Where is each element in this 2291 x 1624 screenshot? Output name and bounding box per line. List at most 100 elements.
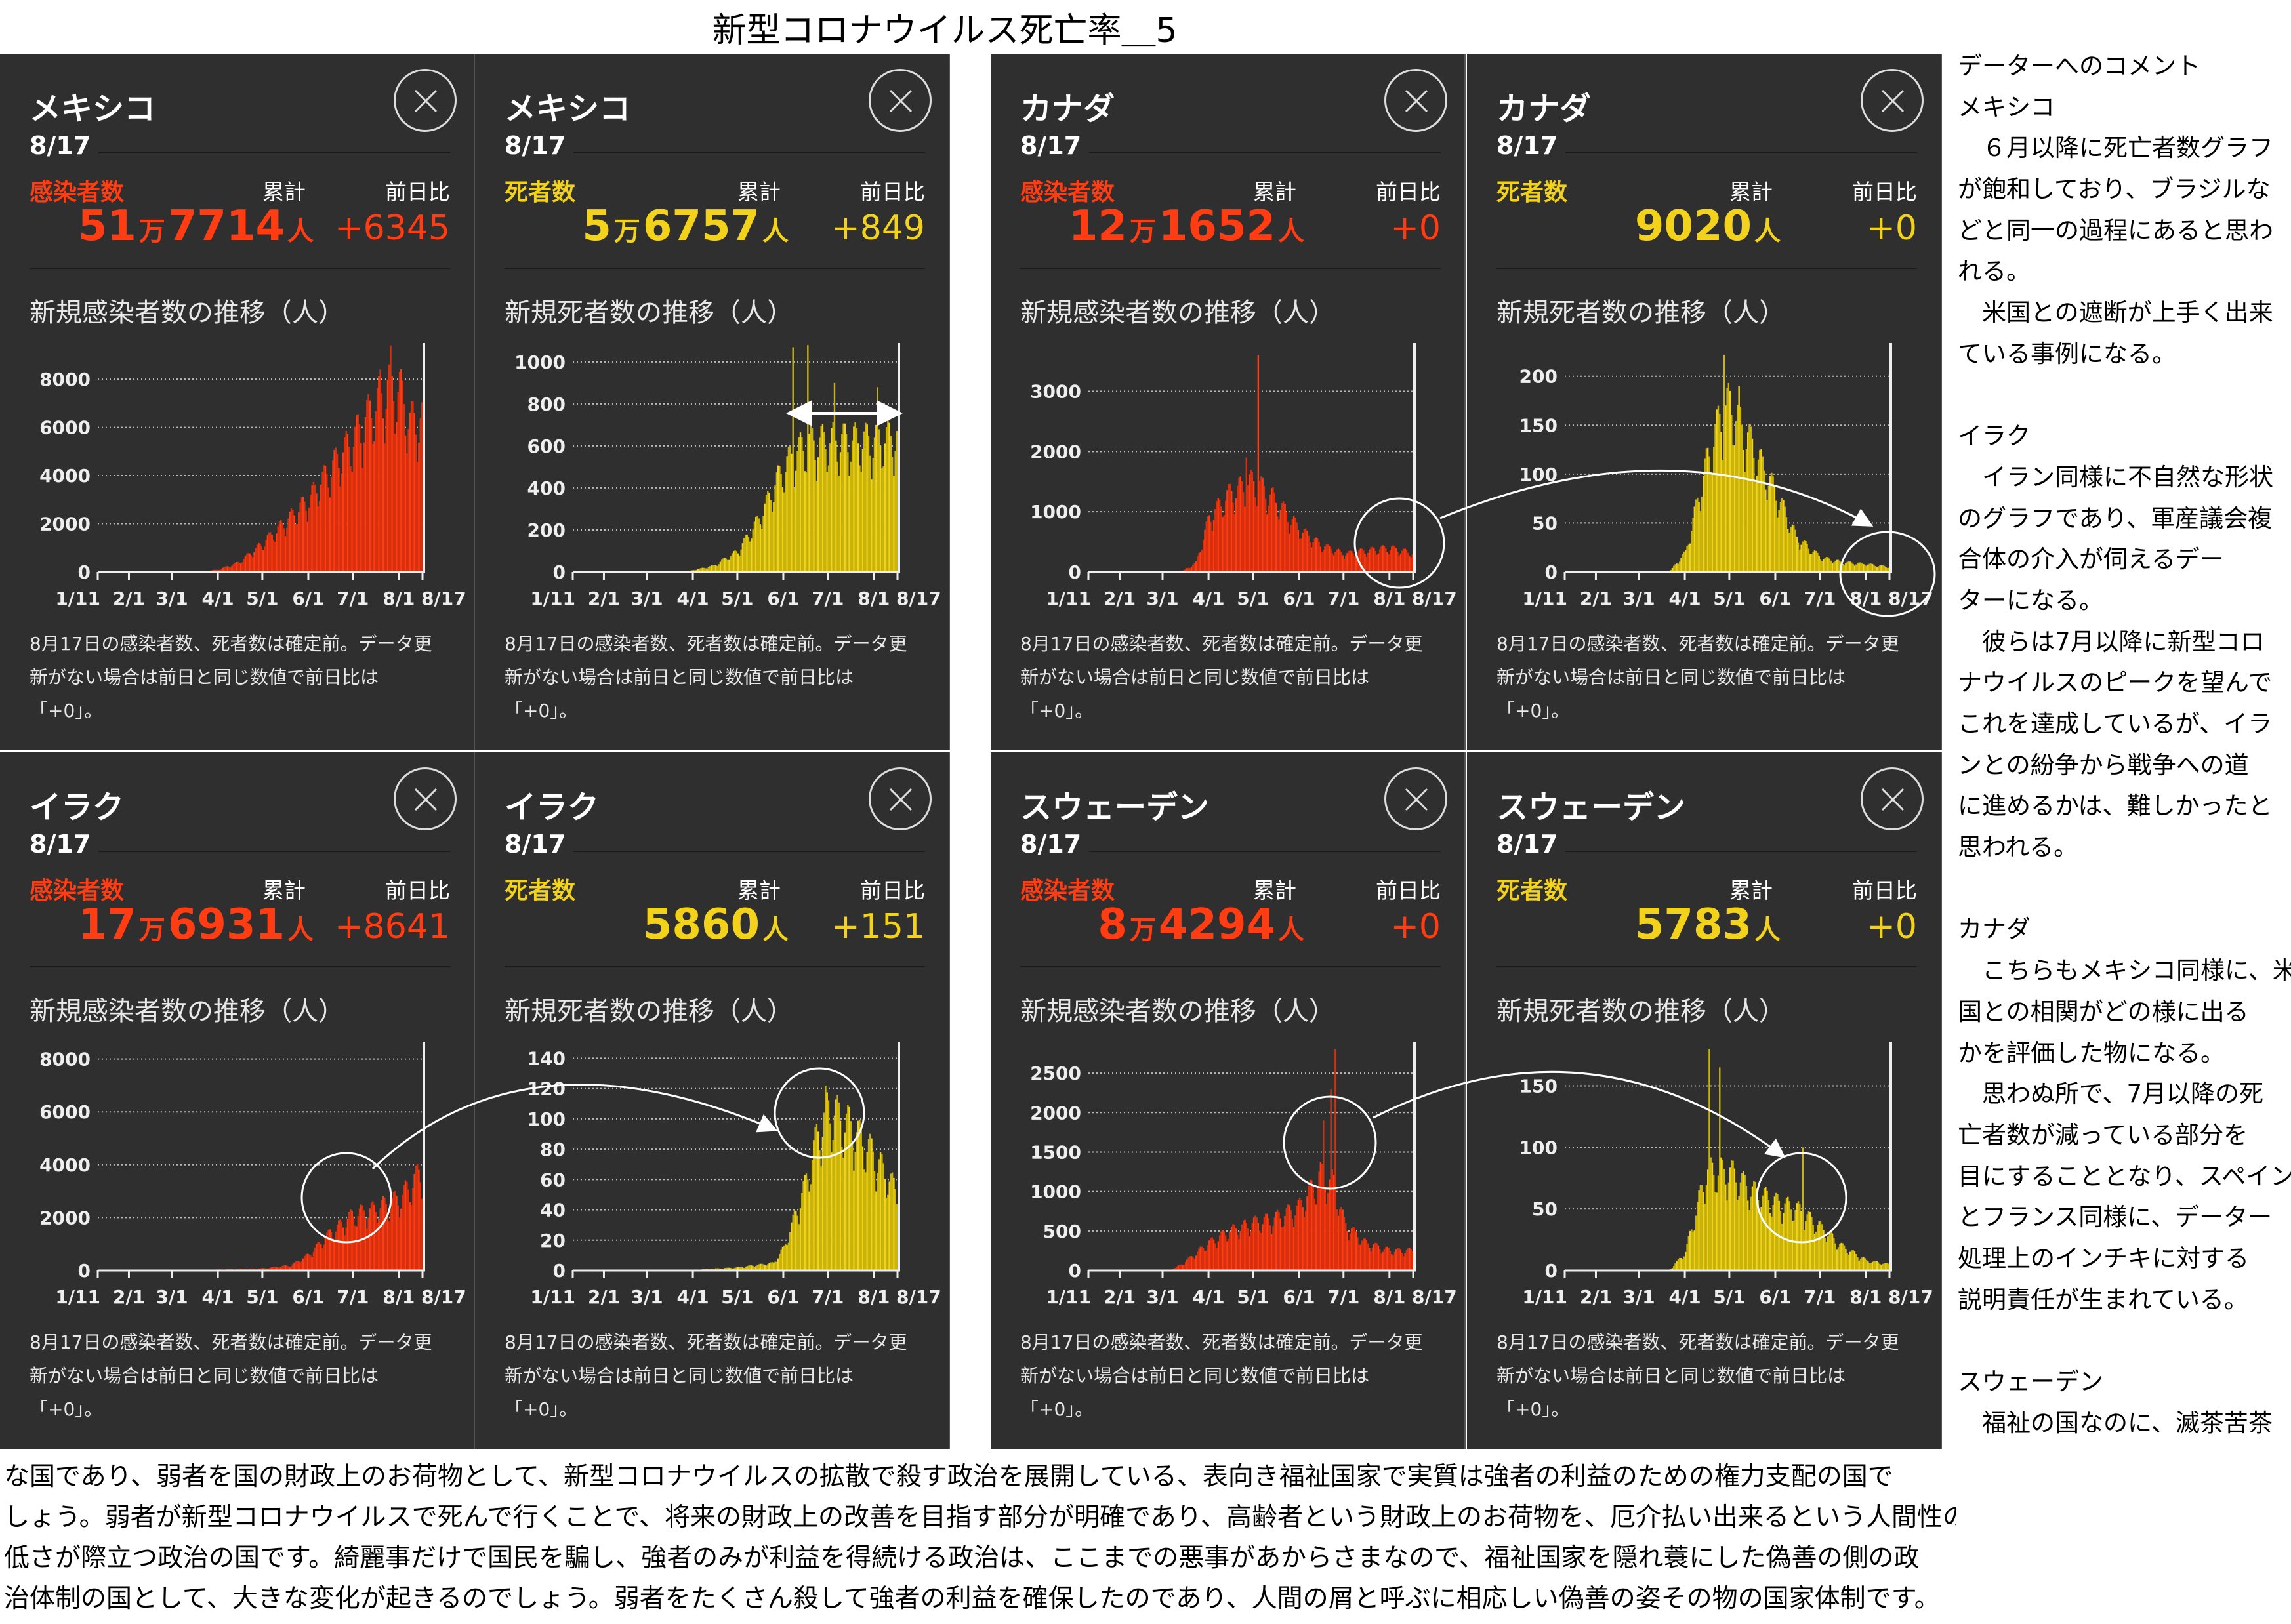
data-bar <box>819 1150 820 1270</box>
data-bar <box>1186 1259 1187 1270</box>
data-bar <box>1811 1217 1812 1270</box>
data-bar <box>793 347 794 572</box>
data-bar <box>277 526 278 572</box>
data-bar <box>297 1261 298 1270</box>
data-bar <box>752 529 753 572</box>
data-bar <box>1271 488 1272 572</box>
data-bar <box>788 447 789 572</box>
data-bar <box>836 1095 838 1270</box>
data-bar <box>352 472 353 572</box>
y-tick-label: 0 <box>1069 1260 1081 1282</box>
data-bar <box>1210 522 1211 572</box>
comment-line: 福祉の国なのに、滅茶苦茶 <box>1958 1408 2291 1450</box>
data-bar <box>1716 409 1718 572</box>
data-bar <box>1872 564 1873 572</box>
data-bar <box>829 443 831 572</box>
x-tick-label: 8/1 <box>1849 588 1882 609</box>
data-bar <box>1275 1212 1277 1270</box>
data-bar <box>1678 563 1679 572</box>
y-tick-label: 40 <box>540 1200 566 1221</box>
data-bar <box>857 1121 859 1270</box>
data-bar <box>412 401 413 572</box>
x-tick-label: 8/1 <box>857 588 890 609</box>
data-bar <box>1748 424 1750 572</box>
comment-line: れる。 <box>1958 256 2291 298</box>
data-bar <box>1698 1190 1699 1270</box>
data-bar <box>1392 545 1393 572</box>
data-bar <box>361 468 363 572</box>
data-bar <box>860 472 861 572</box>
comment-line <box>1958 1326 2291 1367</box>
comment-line <box>1958 874 2291 915</box>
data-bar <box>1878 1263 1879 1270</box>
data-bar <box>409 413 411 572</box>
x-tick-label: 7/1 <box>812 1286 844 1308</box>
data-bar <box>1232 502 1233 572</box>
data-bar <box>1825 1238 1826 1270</box>
data-bar <box>283 528 285 572</box>
data-bar <box>739 556 740 572</box>
data-bar <box>838 1103 840 1270</box>
data-bar <box>869 456 871 572</box>
data-bar <box>369 401 371 572</box>
data-bar <box>728 560 730 572</box>
data-bar <box>1834 561 1836 572</box>
data-bar <box>252 557 253 572</box>
data-bar <box>1254 1215 1256 1270</box>
data-bar <box>1323 1120 1324 1270</box>
data-bar <box>1271 1234 1272 1270</box>
data-bar <box>1882 1264 1884 1270</box>
data-bar <box>884 1179 886 1270</box>
data-bar <box>1689 1231 1691 1270</box>
comment-line: 彼らは7月以降に新型コロ <box>1958 627 2291 668</box>
data-bar <box>1800 1211 1802 1270</box>
data-bar <box>1406 550 1407 572</box>
data-bar <box>1815 551 1817 572</box>
comment-line: データーへのコメント <box>1958 51 2291 92</box>
data-bar <box>871 479 872 572</box>
data-bar <box>1351 551 1352 572</box>
data-bar <box>1720 432 1722 572</box>
data-bar <box>1683 1257 1685 1270</box>
data-bar <box>265 540 266 572</box>
data-bar <box>1340 552 1342 572</box>
data-bar <box>1204 530 1205 572</box>
data-bar <box>1299 1198 1300 1270</box>
data-bar <box>1759 450 1760 572</box>
data-bar <box>1333 555 1334 572</box>
x-tick-label: 7/1 <box>812 588 844 609</box>
data-bar <box>1781 498 1783 572</box>
comment-line: イラン同様に不自然な形状 <box>1958 462 2291 504</box>
data-bar <box>1842 564 1844 572</box>
data-bar <box>243 559 245 572</box>
data-bar <box>342 453 344 572</box>
x-tick-label: 1/11 <box>55 1286 100 1308</box>
data-bar <box>788 1243 789 1270</box>
x-tick-label: 5/1 <box>246 1286 278 1308</box>
data-bar <box>840 452 841 572</box>
data-bar <box>1698 502 1699 572</box>
data-bar <box>1719 414 1720 572</box>
comment-line: 国との相関がどの様に出る <box>1958 997 2291 1038</box>
data-bar <box>326 474 327 572</box>
data-bar <box>1300 538 1302 572</box>
data-bar <box>1290 1210 1291 1270</box>
data-bar <box>405 1181 406 1270</box>
data-bar <box>1692 1232 1693 1270</box>
data-bar <box>377 1223 378 1270</box>
data-bar <box>1764 471 1765 572</box>
data-bar <box>1792 1221 1793 1270</box>
data-bar <box>247 553 249 572</box>
data-bar <box>1886 1263 1888 1270</box>
data-bar <box>1247 485 1249 572</box>
disclaimer-note: 新がない場合は前日と同じ数値で前日比は <box>30 663 379 689</box>
data-bar <box>245 556 246 572</box>
data-bar <box>740 550 741 572</box>
data-bar <box>333 1240 335 1270</box>
data-bar <box>808 1192 810 1270</box>
data-bar <box>1234 1225 1235 1270</box>
data-bar <box>1394 546 1395 572</box>
data-bar <box>1293 516 1294 572</box>
data-bar <box>1266 1214 1268 1270</box>
